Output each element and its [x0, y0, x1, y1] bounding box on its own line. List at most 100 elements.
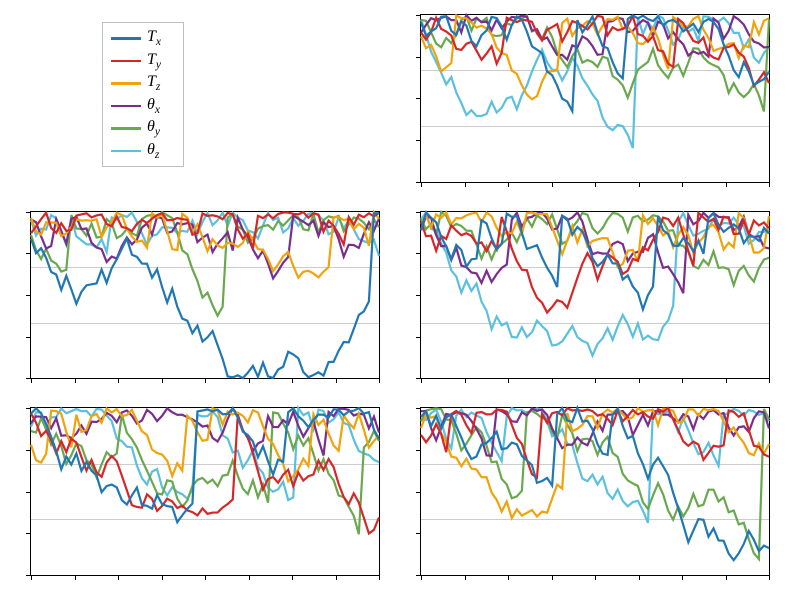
legend-label: Ty: [147, 50, 161, 73]
swatch-icon: [111, 37, 141, 40]
xtick: [249, 575, 250, 580]
xtick: [726, 182, 727, 187]
xtick: [465, 378, 466, 383]
swatch-icon: [111, 127, 141, 130]
series-Ty: [421, 408, 769, 478]
plot-svg: [421, 212, 769, 379]
ytick: [416, 295, 421, 296]
xtick: [595, 575, 596, 580]
legend-item-theta_y: θy: [111, 117, 161, 140]
xtick: [552, 182, 553, 187]
xtick: [118, 575, 119, 580]
xtick: [682, 575, 683, 580]
ytick: [416, 15, 421, 16]
swatch-icon: [111, 150, 141, 153]
series-theta_z: [421, 15, 769, 148]
legend-label: Tx: [147, 27, 161, 50]
xtick: [292, 378, 293, 383]
xtick: [31, 575, 32, 580]
ytick: [26, 575, 31, 576]
xtick: [249, 378, 250, 383]
xtick: [508, 575, 509, 580]
legend-item-Tz: Tz: [111, 72, 161, 95]
swatch-icon: [111, 60, 141, 63]
xtick: [379, 378, 380, 383]
panel-0: Tx Ty Tz θx θy θz: [30, 14, 380, 183]
xtick: [552, 575, 553, 580]
xtick: [639, 182, 640, 187]
panel-3: [420, 211, 770, 380]
legend-label: θx: [147, 95, 160, 118]
xtick: [75, 575, 76, 580]
ytick: [416, 253, 421, 254]
xtick: [639, 378, 640, 383]
ytick: [26, 408, 31, 409]
ytick: [26, 378, 31, 379]
legend-label: θz: [147, 140, 159, 163]
panel-1: [420, 14, 770, 183]
xtick: [465, 575, 466, 580]
xtick: [595, 378, 596, 383]
ytick: [26, 253, 31, 254]
xtick: [508, 182, 509, 187]
ytick: [26, 337, 31, 338]
xtick: [552, 378, 553, 383]
legend-item-theta_z: θz: [111, 140, 161, 163]
xtick: [205, 378, 206, 383]
legend-item-theta_x: θx: [111, 95, 161, 118]
xtick: [162, 575, 163, 580]
xtick: [508, 378, 509, 383]
legend-label: Tz: [147, 72, 160, 95]
panel-4: [30, 407, 380, 576]
ytick: [416, 492, 421, 493]
xtick: [292, 575, 293, 580]
ytick: [26, 533, 31, 534]
ytick: [416, 337, 421, 338]
swatch-icon: [111, 105, 141, 108]
xtick: [639, 575, 640, 580]
xtick: [682, 182, 683, 187]
xtick: [336, 575, 337, 580]
swatch-icon: [111, 82, 141, 85]
xtick: [75, 378, 76, 383]
xtick: [769, 378, 770, 383]
ytick: [416, 98, 421, 99]
ytick: [416, 575, 421, 576]
xtick: [465, 182, 466, 187]
series-theta_z: [31, 212, 379, 255]
ytick: [416, 408, 421, 409]
xtick: [162, 378, 163, 383]
xtick: [336, 378, 337, 383]
xtick: [726, 378, 727, 383]
ytick: [416, 57, 421, 58]
xtick: [205, 575, 206, 580]
legend-item-Ty: Ty: [111, 50, 161, 73]
xtick: [421, 378, 422, 383]
ytick: [416, 140, 421, 141]
legend: Tx Ty Tz θx θy θz: [102, 22, 184, 167]
ytick: [416, 533, 421, 534]
xtick: [595, 182, 596, 187]
xtick: [421, 575, 422, 580]
ytick: [416, 212, 421, 213]
plot-svg: [31, 212, 379, 379]
xtick: [769, 182, 770, 187]
panel-5: [420, 407, 770, 576]
ytick: [26, 492, 31, 493]
xtick: [769, 575, 770, 580]
plot-svg: [31, 408, 379, 575]
chart-grid: Tx Ty Tz θx θy θz: [30, 14, 770, 576]
ytick: [416, 450, 421, 451]
legend-label: θy: [147, 117, 160, 140]
ytick: [26, 295, 31, 296]
ytick: [416, 378, 421, 379]
plot-svg: [421, 408, 769, 575]
legend-item-Tx: Tx: [111, 27, 161, 50]
plot-svg: [421, 15, 769, 182]
ytick: [416, 182, 421, 183]
ytick: [26, 450, 31, 451]
xtick: [31, 378, 32, 383]
xtick: [379, 575, 380, 580]
xtick: [726, 575, 727, 580]
xtick: [118, 378, 119, 383]
